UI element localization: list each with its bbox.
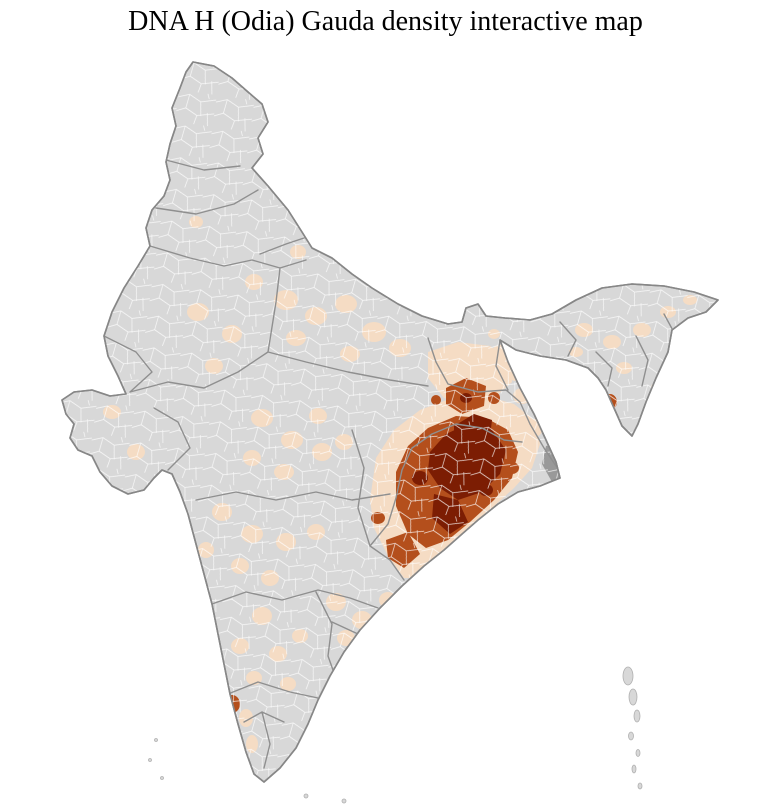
district-cell[interactable]: [237, 755, 247, 769]
district-cell[interactable]: [180, 594, 188, 602]
andaman-nicobar-islands[interactable]: [622, 666, 643, 790]
state-borders: [103, 159, 677, 769]
island[interactable]: [154, 738, 158, 742]
district-cell[interactable]: [365, 642, 383, 658]
island[interactable]: [303, 793, 309, 799]
island[interactable]: [160, 776, 164, 780]
island[interactable]: [637, 782, 643, 790]
india-outline: [61, 61, 719, 783]
page-title: DNA H (Odia) Gauda density interactive m…: [128, 6, 643, 37]
island[interactable]: [622, 666, 634, 686]
island[interactable]: [628, 688, 638, 706]
island[interactable]: [635, 749, 641, 757]
island[interactable]: [628, 731, 634, 741]
island[interactable]: [631, 764, 637, 774]
island[interactable]: [148, 758, 152, 762]
district-cell[interactable]: [186, 606, 216, 654]
district-cell[interactable]: [390, 617, 406, 631]
lakshadweep-islands[interactable]: [148, 738, 347, 804]
island[interactable]: [633, 709, 641, 723]
district-cell[interactable]: [346, 657, 362, 671]
island[interactable]: [341, 798, 347, 804]
